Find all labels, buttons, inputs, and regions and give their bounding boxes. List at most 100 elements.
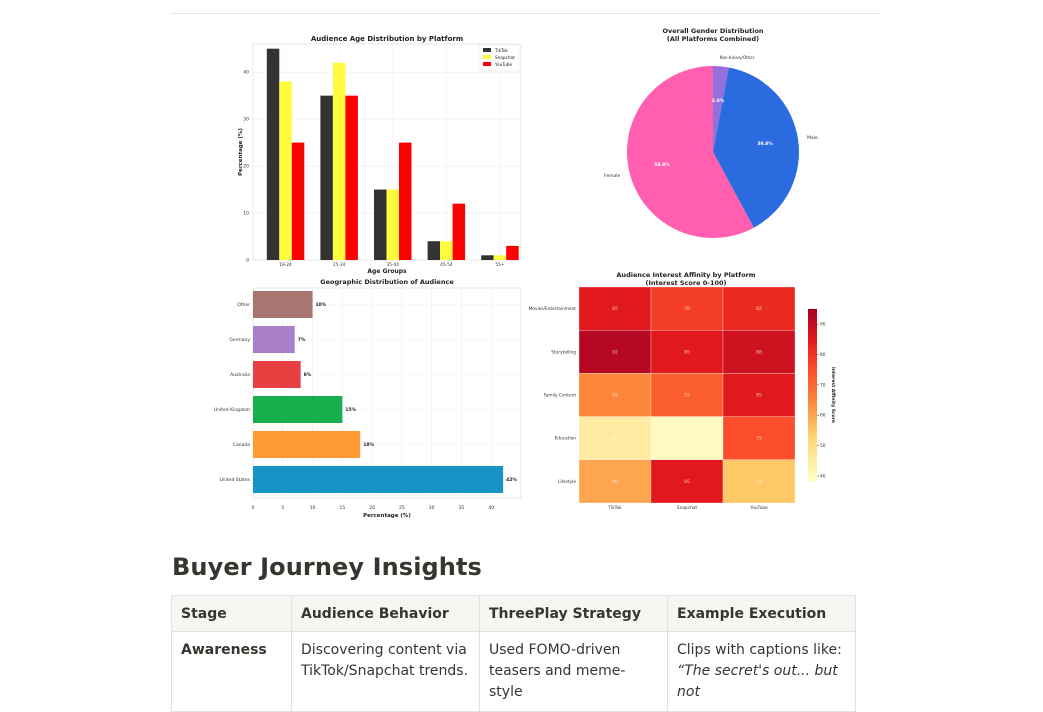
geo-value-label: 10%: [316, 302, 327, 308]
heatmap-col-label: YouTube: [749, 505, 768, 511]
heatmap-cell-value: 82: [756, 306, 762, 312]
heatmap-cell: [650, 286, 724, 331]
heatmap-cell-value: 85: [684, 349, 690, 355]
colorbar-tick-label: 90: [820, 322, 826, 328]
heatmap-cell: [650, 330, 724, 374]
heatmap-cell: [722, 459, 796, 504]
geo-x-axis-label: Percentage (%): [363, 513, 411, 519]
geo-y-tick: United States: [220, 477, 251, 483]
heatmap-title-line1: Audience Interest Affinity by Platform: [616, 271, 755, 279]
age-x-tick: 55+: [495, 262, 504, 268]
age-x-tick: 25-34: [333, 262, 346, 268]
geo-plot-area: [252, 287, 522, 499]
age-bar-tiktok: [266, 48, 280, 261]
geo-x-tick: 30: [429, 505, 435, 511]
heatmap-cell-value: 75: [756, 436, 762, 442]
geo-bar: [253, 291, 313, 318]
gender-title-line1: Overall Gender Distribution: [662, 27, 763, 35]
header-strategy: ThreePlay Strategy: [479, 595, 668, 632]
pie-label-female: Female: [604, 173, 621, 179]
geo-bar: [253, 431, 361, 458]
colorbar-tick-label: 80: [820, 352, 826, 358]
heatmap-col-label: TikTok: [607, 505, 622, 511]
heatmap-cell-value: 85: [684, 479, 690, 485]
execution-quote: “The secret's out... but not: [677, 663, 838, 700]
heatmap-cell: [578, 330, 652, 374]
gender-pie: [627, 66, 799, 238]
heatmap-cell-value: 60: [612, 479, 618, 485]
geo-bar: [253, 466, 504, 493]
legend-label: Snapchat: [495, 55, 515, 60]
geo-y-tick: Australia: [230, 372, 250, 378]
table-header-row: Stage Audience Behavior ThreePlay Strate…: [171, 595, 856, 632]
heatmap-cell: [650, 459, 724, 504]
age-bar-snapchat: [332, 62, 346, 260]
heatmap-cell-value: 78: [684, 306, 690, 312]
age-x-tick: 35-44: [387, 262, 400, 268]
heatmap-row-label: Education: [555, 436, 577, 442]
geo-y-tick: Other: [237, 302, 250, 308]
age-bar-youtube: [291, 142, 305, 260]
geo-value-label: 8%: [304, 372, 312, 378]
cell-execution: Clips with captions like: “The secret's o…: [667, 631, 856, 712]
geo-y-tick: Canada: [233, 442, 250, 448]
age-chart-title: Audience Age Distribution by Platform: [311, 35, 463, 43]
colorbar-tick-label: 40: [820, 473, 826, 479]
colorbar-tick-label: 50: [820, 443, 826, 449]
behavior-line: TikTok/Snapchat trends.: [301, 663, 469, 679]
behavior-line: Discovering content via: [301, 642, 467, 658]
interest-heatmap: Audience Interest Affinity by Platform (…: [529, 271, 836, 511]
colorbar-tick-label: 60: [820, 413, 826, 419]
age-chart: Audience Age Distribution by Platform 0 1…: [238, 35, 522, 275]
age-x-axis-label: Age Groups: [367, 268, 407, 275]
heatmap-cell: [650, 416, 724, 460]
geo-y-tick: United Kingdom: [214, 407, 250, 413]
age-y-tick: 20: [243, 164, 249, 170]
age-x-tick-labels: 18-24 25-34 35-44 45-54 55+: [279, 262, 505, 268]
cell-behavior: Discovering content via TikTok/Snapchat t…: [291, 631, 480, 712]
header-example-execution: Example Execution: [667, 595, 856, 632]
heatmap-cell-value: 92: [612, 349, 618, 355]
geo-x-tick: 5: [281, 505, 284, 511]
geo-x-tick: 10: [310, 505, 316, 511]
header-stage: Stage: [171, 595, 292, 632]
heatmap-cell-value: 45: [612, 436, 618, 442]
heatmap-cell: [578, 373, 652, 417]
geo-bar: [253, 396, 343, 423]
heatmap-cell: [722, 286, 796, 331]
age-y-tick: 0: [246, 258, 249, 264]
geo-x-tick: 0: [252, 505, 255, 511]
age-y-tick-labels: 0 10 20 30 40: [243, 70, 249, 264]
pie-slice-1: [713, 67, 799, 228]
legend-swatch-tiktok: [483, 48, 491, 52]
age-y-tick: 10: [243, 211, 249, 217]
age-y-axis-label: Percentage (%): [238, 128, 244, 176]
heatmap-cell: [578, 416, 652, 460]
analytics-figure: Audience Age Distribution by Platform 0 1…: [214, 27, 836, 519]
geo-value-label: 18%: [363, 442, 374, 448]
heatmap-cell: [650, 373, 724, 417]
pie-slice-2: [627, 66, 754, 238]
age-bar-youtube: [452, 203, 466, 260]
age-bars: [266, 48, 519, 261]
geo-bar: [253, 361, 301, 388]
geo-bars: 42% United States 18% Canada 15% United Kingd…: [214, 291, 517, 493]
gender-title-line2: (All Platforms Combined): [667, 35, 759, 43]
header-audience-behavior: Audience Behavior: [291, 595, 480, 632]
age-bar-snapchat: [279, 81, 292, 260]
buyer-journey-table: Stage Audience Behavior ThreePlay Strate…: [171, 595, 856, 712]
pie-pct-female: 58.8%: [654, 162, 670, 168]
heatmap-cells: 85 78 82 92 85 88 65 72 85 45 40 75 60 85 55: [578, 286, 796, 504]
age-bar-snapchat: [386, 189, 399, 260]
heatmap-row-labels: Movies/Entertainment Storytelling Family C…: [529, 306, 577, 485]
heatmap-row-label: Family Content: [544, 393, 577, 399]
legend-swatch-snapchat: [483, 55, 491, 59]
age-bar-tiktok: [320, 95, 333, 260]
age-bar-tiktok: [374, 189, 387, 260]
geo-y-tick: Germany: [229, 337, 250, 343]
cell-strategy: Used FOMO-driven teasers and meme-style: [479, 631, 668, 712]
section-heading: Buyer Journey Insights: [172, 553, 482, 581]
geo-x-tick-labels: 0 5 10 15 20 25 30 35 40: [252, 505, 495, 511]
geo-x-tick: 15: [339, 505, 345, 511]
age-legend: TikTok Snapchat YouTube: [478, 44, 520, 72]
